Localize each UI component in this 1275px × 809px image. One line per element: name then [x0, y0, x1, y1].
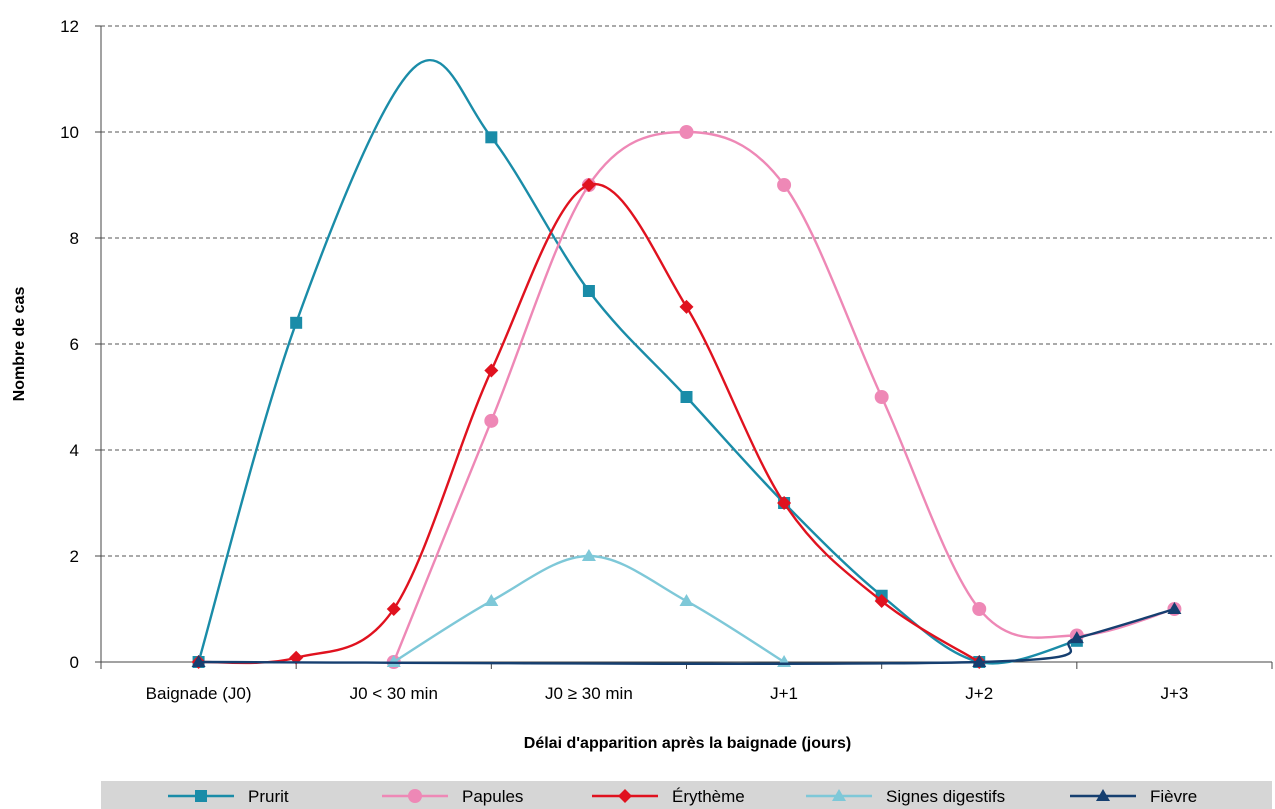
- data-point-erytheme: [484, 363, 499, 378]
- data-point-papules: [874, 390, 889, 404]
- data-point-erytheme: [679, 299, 694, 314]
- data-point-signes-digestifs: [777, 655, 792, 667]
- x-tick-label-0: Baignade (J0): [146, 684, 252, 703]
- x-tick-label-3: J+1: [770, 684, 798, 703]
- data-point-papules: [484, 413, 499, 428]
- legend-marker-erytheme: [618, 789, 632, 803]
- data-point-fievre: [1069, 631, 1084, 644]
- legend-marker-prurit: [195, 790, 207, 802]
- legend-label-fievre: Fièvre: [1150, 787, 1197, 806]
- x-tick-label-5: J+3: [1160, 684, 1188, 703]
- data-point-signes-digestifs: [386, 655, 401, 667]
- data-point-erytheme: [581, 178, 596, 192]
- series-line-signes-digestifs: [393, 554, 785, 664]
- series-line-papules: [392, 130, 1175, 663]
- data-point-signes-digestifs: [484, 594, 499, 607]
- data-point-erytheme: [874, 594, 889, 609]
- legend-label-prurit: Prurit: [248, 787, 289, 806]
- data-point-erytheme: [777, 496, 792, 510]
- data-point-signes-digestifs: [581, 549, 596, 561]
- data-point-prurit: [680, 391, 693, 403]
- y-tick-label-8: 8: [70, 229, 79, 248]
- series-erytheme: [191, 178, 987, 669]
- legend-marker-signes-digestifs: [832, 789, 846, 801]
- data-point-prurit: [485, 131, 498, 144]
- series-signes-digestifs: [386, 549, 792, 667]
- y-tick-label-4: 4: [70, 441, 79, 460]
- series-prurit: [192, 59, 1083, 668]
- data-point-erytheme: [386, 602, 401, 616]
- series-papules: [386, 125, 1182, 669]
- series-line-erytheme: [198, 182, 980, 665]
- x-tick-label-1: J0 < 30 min: [350, 684, 438, 703]
- y-tick-label-0: 0: [70, 653, 79, 672]
- grid: [101, 25, 1272, 557]
- legend-label-erytheme: Érythème: [672, 787, 745, 806]
- axes: 0 2 4 6 8 10 12 Baignade (J0) J0 < 30 min J0 ≥ 30…: [11, 17, 1273, 752]
- x-tick-label-2: J0 ≥ 30 min: [545, 684, 633, 703]
- data-point-fievre: [191, 655, 206, 667]
- data-point-papules: [777, 178, 792, 192]
- data-point-papules: [679, 125, 694, 139]
- legend-marker-fievre: [1096, 789, 1110, 801]
- series-layer: [191, 59, 1182, 669]
- y-tick-label-12: 12: [60, 17, 79, 36]
- data-point-fievre: [972, 655, 987, 667]
- legend-marker-papules: [408, 789, 422, 803]
- legend: Prurit Papules Érythème Signes digestifs Fiè…: [101, 781, 1272, 809]
- data-point-papules: [972, 602, 987, 616]
- data-point-fievre: [1167, 602, 1182, 614]
- legend-label-signes-digestifs: Signes digestifs: [886, 787, 1005, 806]
- legend-label-papules: Papules: [462, 787, 523, 806]
- x-tick-label-4: J+2: [965, 684, 993, 703]
- x-axis-title: Délai d'apparition après la baignade (jo…: [524, 735, 851, 752]
- data-point-signes-digestifs: [679, 594, 694, 607]
- series-fievre: [191, 602, 1182, 667]
- data-point-prurit: [290, 316, 303, 329]
- y-tick-label-6: 6: [70, 335, 79, 354]
- y-axis-title: Nombre de cas: [11, 287, 28, 402]
- data-point-prurit: [582, 285, 595, 297]
- y-tick-label-2: 2: [70, 547, 79, 566]
- y-tick-label-10: 10: [60, 123, 79, 142]
